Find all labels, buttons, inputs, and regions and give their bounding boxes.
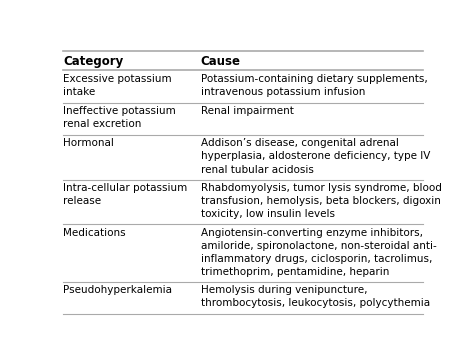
Text: Excessive potassium
intake: Excessive potassium intake (63, 74, 172, 97)
Text: Addison’s disease, congenital adrenal
hyperplasia, aldosterone deficiency, type : Addison’s disease, congenital adrenal hy… (201, 138, 430, 174)
Text: Pseudohyperkalemia: Pseudohyperkalemia (63, 285, 172, 295)
Text: Renal impairment: Renal impairment (201, 106, 293, 116)
Text: Cause: Cause (201, 55, 241, 67)
Text: Angiotensin-converting enzyme inhibitors,
amiloride, spironolactone, non-steroid: Angiotensin-converting enzyme inhibitors… (201, 228, 437, 278)
Text: Rhabdomyolysis, tumor lysis syndrome, blood
transfusion, hemolysis, beta blocker: Rhabdomyolysis, tumor lysis syndrome, bl… (201, 183, 442, 219)
Text: Medications: Medications (63, 228, 126, 238)
Text: Potassium-containing dietary supplements,
intravenous potassium infusion: Potassium-containing dietary supplements… (201, 74, 428, 97)
Text: Hormonal: Hormonal (63, 138, 114, 148)
Text: Category: Category (63, 55, 123, 67)
Text: Hemolysis during venipuncture,
thrombocytosis, leukocytosis, polycythemia: Hemolysis during venipuncture, thrombocy… (201, 285, 430, 308)
Text: Intra-cellular potassium
release: Intra-cellular potassium release (63, 183, 187, 206)
Text: Ineffective potassium
renal excretion: Ineffective potassium renal excretion (63, 106, 176, 129)
